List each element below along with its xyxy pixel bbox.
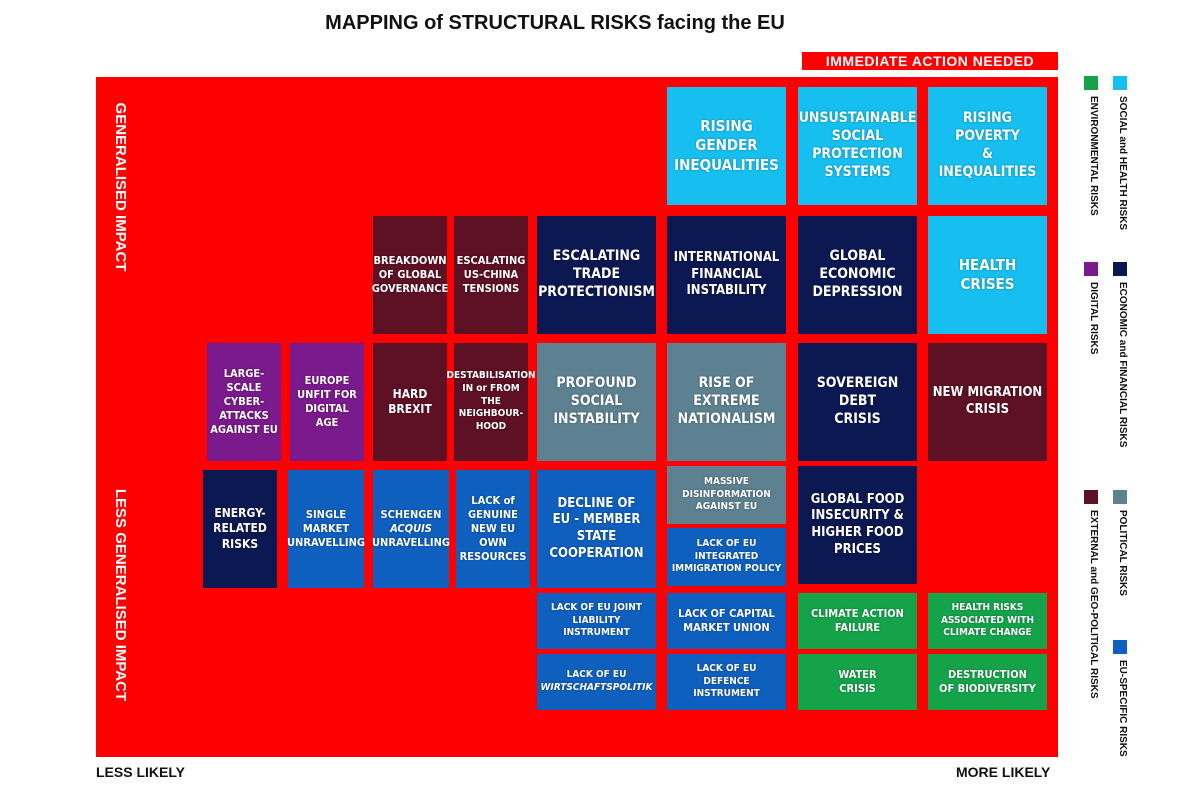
risk-financial-instability[interactable]: INTERNATIONAL FINANCIAL INSTABILITY — [667, 216, 786, 334]
immediate-action-banner: IMMEDIATE ACTION NEEDED — [802, 52, 1058, 70]
risk-neighbourhood-destabilisation[interactable]: DESTABILISATION IN or FROM THE NEIGHBOUR… — [446, 343, 536, 461]
risk-sovereign-debt[interactable]: SOVEREIGN DEBT CRISIS — [798, 343, 917, 461]
legend-label: ENVIRONMENTAL RISKS — [1088, 96, 1099, 216]
risk-label: UNSUSTAINABLE SOCIAL PROTECTION SYSTEMS — [798, 110, 917, 180]
risk-unsustainable-social-protection[interactable]: UNSUSTAINABLE SOCIAL PROTECTION SYSTEMS — [798, 87, 917, 205]
risk-label: CLIMATE ACTION FAILURE — [811, 606, 904, 634]
risk-label: GLOBAL ECONOMIC DEPRESSION — [812, 248, 903, 300]
risk-economic-depression[interactable]: GLOBAL ECONOMIC DEPRESSION — [798, 216, 917, 334]
risk-label: GLOBAL FOOD INSECURITY & HIGHER FOOD PRI… — [810, 491, 905, 557]
risk-extreme-nationalism[interactable]: RISE OF EXTREME NATIONALISM — [667, 343, 786, 461]
risk-label: ENERGY- RELATED RISKS — [213, 505, 267, 551]
risk-climate-action[interactable]: CLIMATE ACTION FAILURE — [798, 593, 917, 649]
legend-swatch-environmental — [1084, 76, 1098, 90]
risk-label: LACK of GENUINE NEW EU OWN RESOURCES — [459, 493, 527, 564]
risk-label: DESTRUCTION OF BIODIVERSITY — [939, 667, 1036, 695]
risk-immigration-policy[interactable]: LACK OF EU INTEGRATED IMMIGRATION POLICY — [667, 528, 786, 586]
risk-label: ESCALATING TRADE PROTECTIONISM — [538, 248, 655, 300]
risk-joint-liability[interactable]: LACK OF EU JOINT LIABILITY INSTRUMENT — [537, 593, 656, 649]
risk-label: WATER CRISIS — [838, 667, 877, 695]
risk-label: SOVEREIGN DEBT CRISIS — [816, 375, 899, 427]
risk-unfit-digital-age[interactable]: EUROPE UNFIT FOR DIGITAL AGE — [290, 343, 364, 461]
risk-label: SCHENGEN — [380, 507, 442, 521]
risk-schengen[interactable]: SCHENGEN ACQUIS UNRAVELLING — [372, 470, 450, 588]
risk-label: EUROPE UNFIT FOR DIGITAL AGE — [297, 373, 357, 430]
risk-rising-poverty[interactable]: RISING POVERTY & INEQUALITIES — [928, 87, 1047, 205]
risk-own-resources[interactable]: LACK of GENUINE NEW EU OWN RESOURCES — [456, 470, 530, 588]
legend-label: EU-SPECIFIC RISKS — [1117, 660, 1128, 757]
risk-water-crisis[interactable]: WATER CRISIS — [798, 654, 917, 710]
legend-label: EXTERNAL and GEO-POLITICAL RISKS — [1088, 510, 1099, 699]
risk-single-market[interactable]: SINGLE MARKET UNRAVELLING — [287, 470, 365, 588]
risk-label: LACK OF EU — [566, 669, 627, 681]
legend-swatch-social-health — [1113, 76, 1127, 90]
less-generalised-impact-label: LESS GENERALISED IMPACT — [112, 488, 129, 702]
risk-migration-crisis[interactable]: NEW MIGRATION CRISIS — [928, 343, 1047, 461]
risk-breakdown-global-governance[interactable]: BREAKDOWN OF GLOBAL GOVERNANCE — [371, 216, 449, 334]
risk-label: DESTABILISATION IN or FROM THE NEIGHBOUR… — [446, 370, 536, 433]
risk-biodiversity[interactable]: DESTRUCTION OF BIODIVERSITY — [928, 654, 1047, 710]
risk-label: ESCALATING US-CHINA TENSIONS — [456, 253, 526, 296]
risk-label: RISING POVERTY & INEQUALITIES — [938, 110, 1037, 180]
risk-social-instability[interactable]: PROFOUND SOCIAL INSTABILITY — [537, 343, 656, 461]
risk-label: MASSIVE DISINFORMATION AGAINST EU — [682, 475, 771, 513]
risk-label: INTERNATIONAL FINANCIAL INSTABILITY — [673, 250, 780, 299]
risk-label: LACK OF EU INTEGRATED IMMIGRATION POLICY — [671, 537, 782, 575]
risk-label: RISING GENDER INEQUALITIES — [674, 117, 779, 174]
legend-swatch-economic-financial — [1113, 262, 1127, 276]
risk-climate-health[interactable]: HEALTH RISKS ASSOCIATED WITH CLIMATE CHA… — [928, 593, 1047, 649]
risk-rising-gender-inequalities[interactable]: RISING GENDER INEQUALITIES — [667, 87, 786, 205]
risk-cyber-attacks[interactable]: LARGE-SCALE CYBER- ATTACKS AGAINST EU — [207, 343, 281, 461]
generalised-impact-label: GENERALISED IMPACT — [112, 102, 129, 272]
risk-label: UNRAVELLING — [372, 536, 450, 550]
page-title: MAPPING of STRUCTURAL RISKS facing the E… — [325, 12, 785, 34]
risk-label: LACK OF EU DEFENCE INSTRUMENT — [693, 662, 760, 700]
legend-swatch-political — [1113, 490, 1127, 504]
risk-label-italic: WIRTSCHAFTSPOLITIK — [540, 682, 653, 693]
risk-label: LACK OF EU JOINT LIABILITY INSTRUMENT — [551, 601, 642, 639]
legend-swatch-eu-specific — [1113, 640, 1127, 654]
risk-label: LACK OF CAPITAL MARKET UNION — [678, 606, 775, 634]
risk-label-italic: ACQUIS — [390, 521, 432, 535]
risk-wirtschaftspolitik[interactable]: LACK OF EU WIRTSCHAFTSPOLITIK — [537, 654, 656, 710]
risk-defence[interactable]: LACK OF EU DEFENCE INSTRUMENT — [667, 654, 786, 710]
risk-label: HEALTH CRISES — [958, 255, 1017, 293]
risk-label: PROFOUND SOCIAL INSTABILITY — [553, 375, 640, 427]
less-likely-label: LESS LIKELY — [96, 764, 185, 780]
risk-label: NEW MIGRATION CRISIS — [932, 385, 1043, 417]
risk-label: HEALTH RISKS ASSOCIATED WITH CLIMATE CHA… — [940, 601, 1035, 639]
risk-label: RISE OF EXTREME NATIONALISM — [677, 375, 776, 427]
risk-label: DECLINE OF EU - MEMBER STATE COOPERATION — [549, 495, 644, 561]
risk-trade-protectionism[interactable]: ESCALATING TRADE PROTECTIONISM — [537, 216, 656, 334]
risk-food-insecurity[interactable]: GLOBAL FOOD INSECURITY & HIGHER FOOD PRI… — [798, 466, 917, 584]
legend-label: ECONOMIC and FINANCIAL RISKS — [1117, 282, 1128, 448]
more-likely-label: MORE LIKELY — [956, 764, 1051, 780]
risk-label: HARD BREXIT — [388, 386, 432, 416]
risk-member-state-cooperation[interactable]: DECLINE OF EU - MEMBER STATE COOPERATION — [537, 470, 656, 588]
legend-label: SOCIAL and HEALTH RISKS — [1117, 96, 1128, 231]
risk-capital-markets[interactable]: LACK OF CAPITAL MARKET UNION — [667, 593, 786, 649]
risk-label: BREAKDOWN OF GLOBAL GOVERNANCE — [371, 253, 449, 296]
risk-hard-brexit[interactable]: HARD BREXIT — [373, 343, 447, 461]
legend-label: DIGITAL RISKS — [1088, 282, 1099, 355]
risk-label: SINGLE MARKET UNRAVELLING — [287, 507, 365, 550]
legend-swatch-external-geopolitical — [1084, 490, 1098, 504]
risk-us-china-tensions[interactable]: ESCALATING US-CHINA TENSIONS — [454, 216, 528, 334]
legend-label: POLITICAL RISKS — [1117, 510, 1128, 596]
risk-energy[interactable]: ENERGY- RELATED RISKS — [203, 470, 277, 588]
legend-swatch-digital — [1084, 262, 1098, 276]
risk-health-crises[interactable]: HEALTH CRISES — [928, 216, 1047, 334]
risk-label: LARGE-SCALE CYBER- ATTACKS AGAINST EU — [210, 366, 278, 437]
risk-disinformation[interactable]: MASSIVE DISINFORMATION AGAINST EU — [667, 466, 786, 524]
